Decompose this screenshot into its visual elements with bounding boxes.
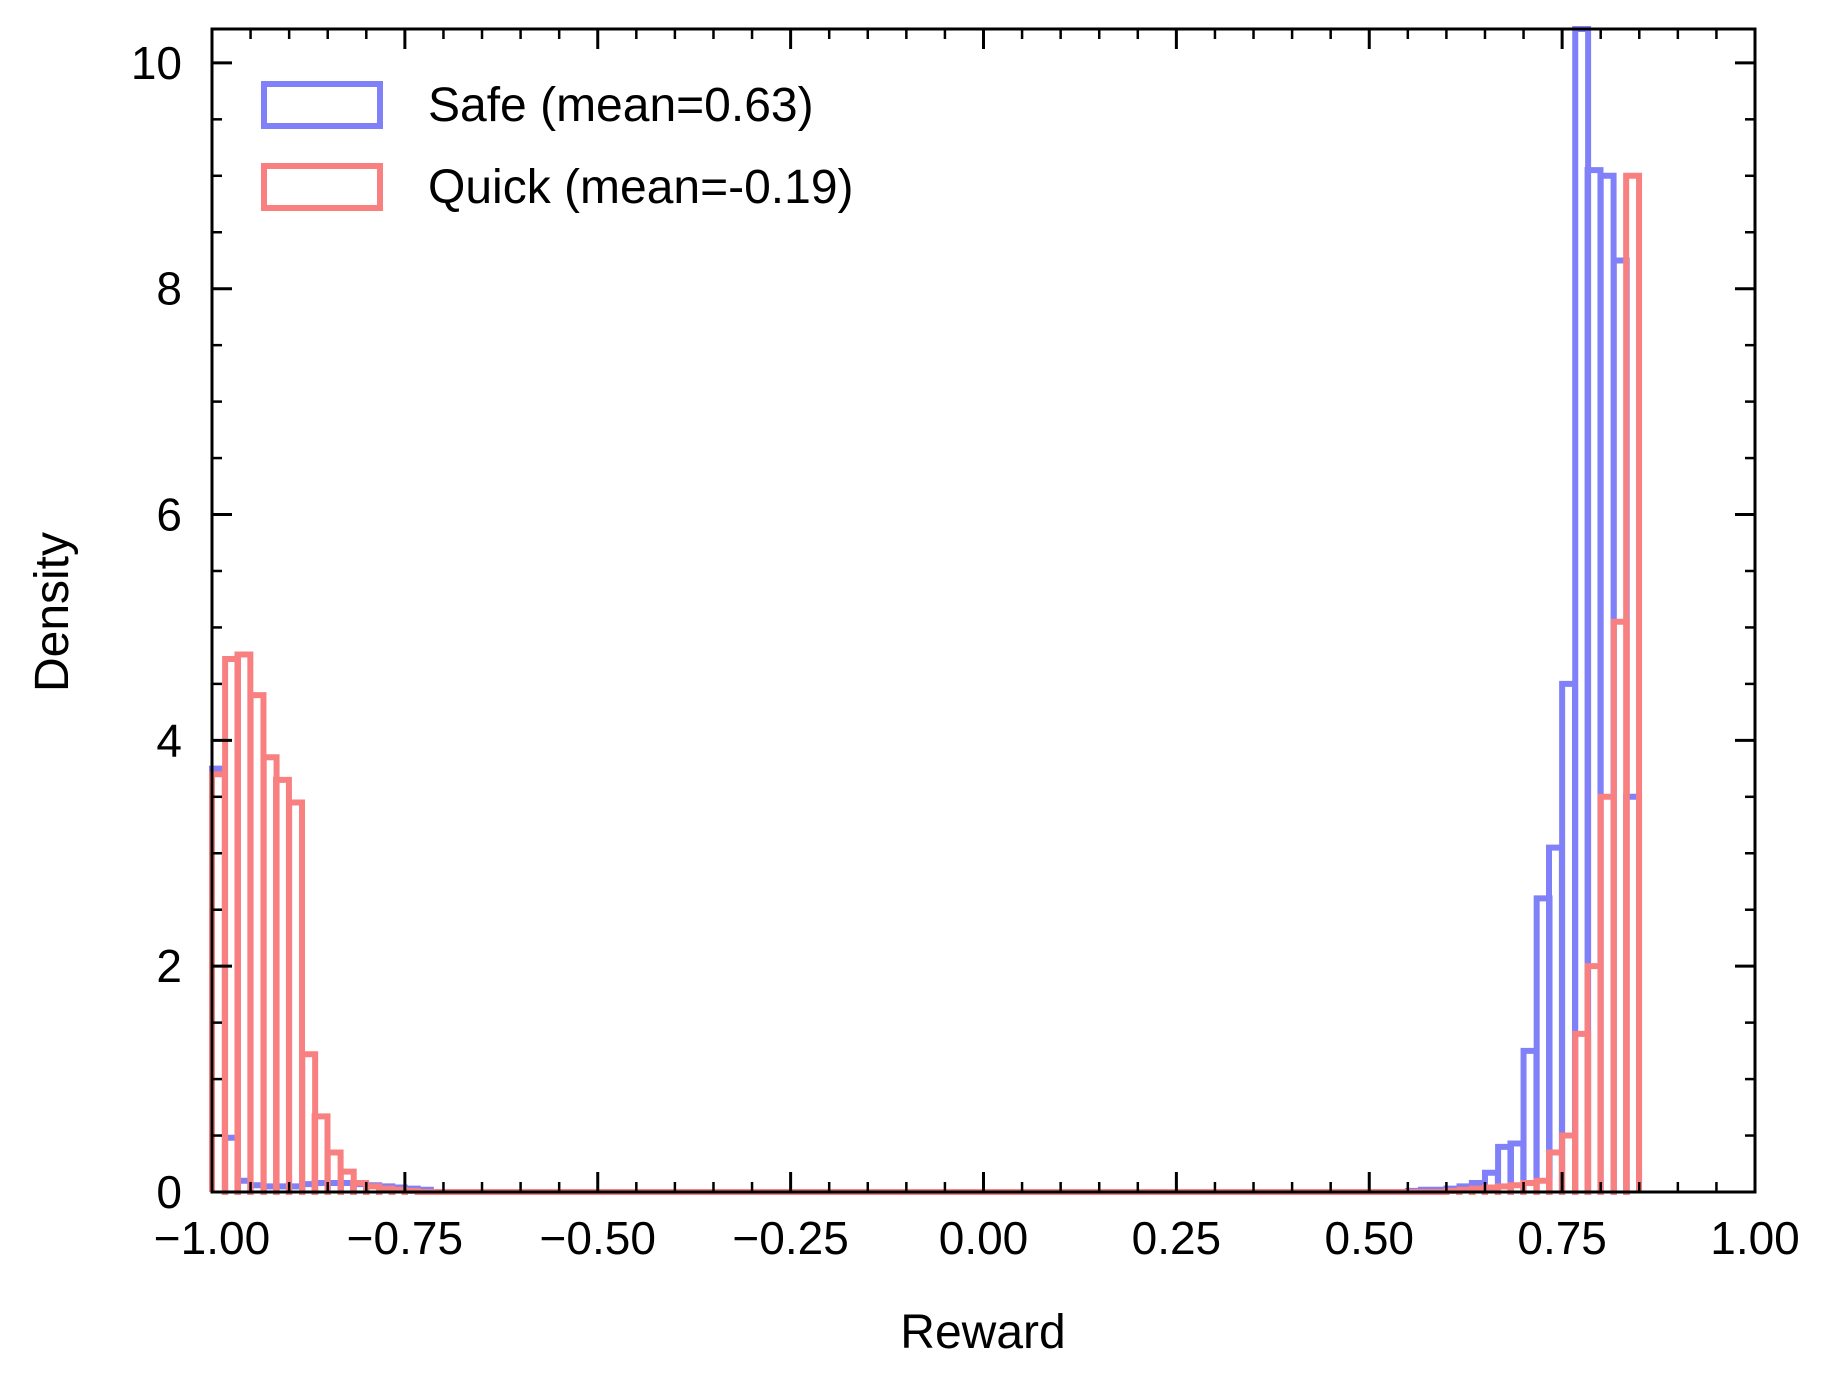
- x-tick-label: 0.50: [1324, 1212, 1414, 1264]
- x-tick-label: 0.00: [939, 1212, 1029, 1264]
- y-tick-label: 10: [131, 37, 182, 89]
- x-axis-label: Reward: [900, 1306, 1065, 1359]
- x-tick-label: −0.75: [347, 1212, 463, 1264]
- plot-frame: [210, 27, 1757, 1194]
- y-tick-label: 8: [156, 263, 182, 315]
- y-tick-label: 6: [156, 489, 182, 541]
- legend: Safe (mean=0.63) Quick (mean=-0.19): [261, 79, 854, 214]
- legend-label-0: Safe (mean=0.63): [428, 79, 814, 132]
- tick-labels-layer: −1.00 −0.75 −0.50 −0.25 0.00 0.25 0.50 0.75 1.00…: [131, 37, 1800, 1264]
- legend-swatch-1: [261, 163, 383, 211]
- y-tick-label: 0: [156, 1166, 182, 1218]
- x-tick-label: −1.00: [154, 1212, 270, 1264]
- legend-label-1: Quick (mean=-0.19): [428, 161, 854, 214]
- y-tick-label: 2: [156, 940, 182, 992]
- legend-swatch-0: [261, 81, 383, 129]
- x-tick-label: 0.25: [1132, 1212, 1222, 1264]
- y-tick-label: 4: [156, 714, 182, 766]
- x-tick-label: 1.00: [1710, 1212, 1800, 1264]
- x-tick-label: −0.25: [732, 1212, 848, 1264]
- x-tick-label: 0.75: [1517, 1212, 1607, 1264]
- x-tick-label: −0.50: [540, 1212, 656, 1264]
- y-axis-label: Density: [26, 532, 79, 692]
